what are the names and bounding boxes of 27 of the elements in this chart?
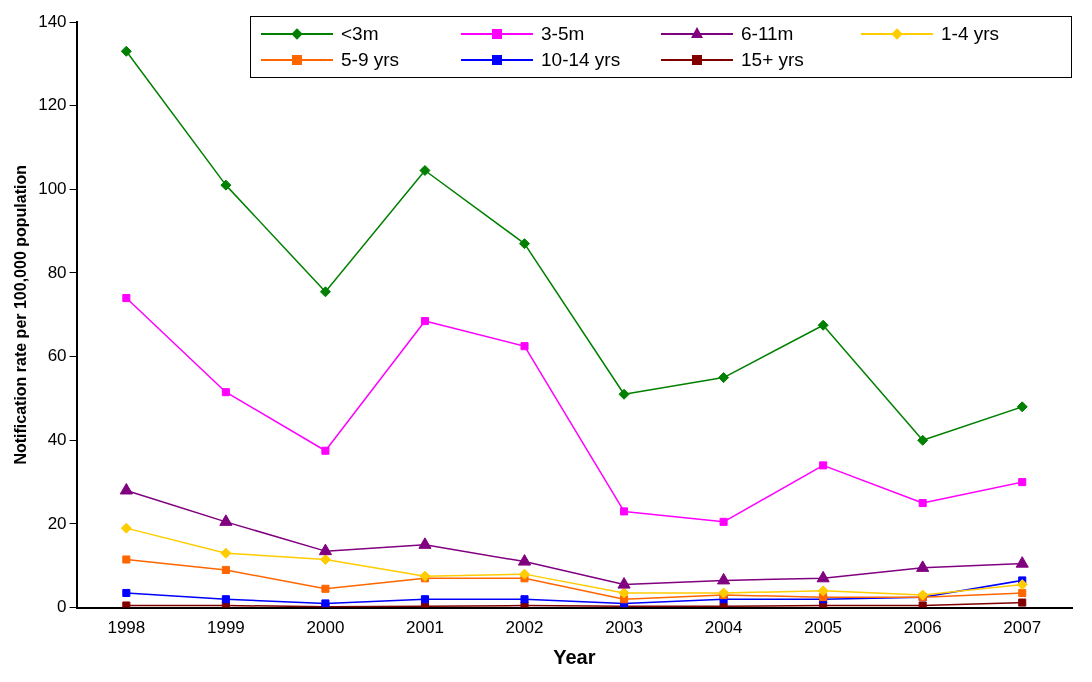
legend-label: 15+ yrs — [741, 49, 804, 71]
x-tick-label: 2007 — [1003, 618, 1042, 638]
x-tick-label: 2004 — [704, 618, 743, 638]
legend-label: <3m — [341, 23, 379, 45]
legend-label: 5-9 yrs — [341, 49, 400, 71]
legend-label: 10-14 yrs — [541, 49, 621, 71]
y-tick-label: 0 — [57, 597, 67, 617]
x-tick-label: 1999 — [206, 618, 245, 638]
x-tick-label: 2000 — [306, 618, 345, 638]
legend-label: 3-5m — [541, 23, 585, 45]
x-tick-label: 2001 — [406, 618, 444, 638]
y-tick-label: 40 — [47, 429, 67, 449]
x-axis-title: Year — [553, 645, 596, 668]
legend-label: 1-4 yrs — [941, 23, 1000, 45]
x-tick-label: 1998 — [107, 618, 146, 638]
y-tick-label: 20 — [47, 513, 67, 533]
legend-label: 6-11m — [741, 23, 794, 45]
x-tick-label: 2005 — [804, 618, 843, 638]
y-tick-label: 100 — [38, 179, 67, 198]
y-tick-label: 120 — [38, 95, 67, 115]
x-tick-label: 2003 — [605, 618, 643, 638]
x-tick-label: 2002 — [505, 618, 544, 638]
y-tick-label: 140 — [38, 11, 67, 31]
y-tick-label: 80 — [47, 262, 67, 282]
y-axis-title: Notification rate per 100,000 population — [12, 164, 30, 465]
x-tick-label: 2006 — [903, 618, 942, 638]
y-tick-label: 60 — [47, 346, 67, 366]
